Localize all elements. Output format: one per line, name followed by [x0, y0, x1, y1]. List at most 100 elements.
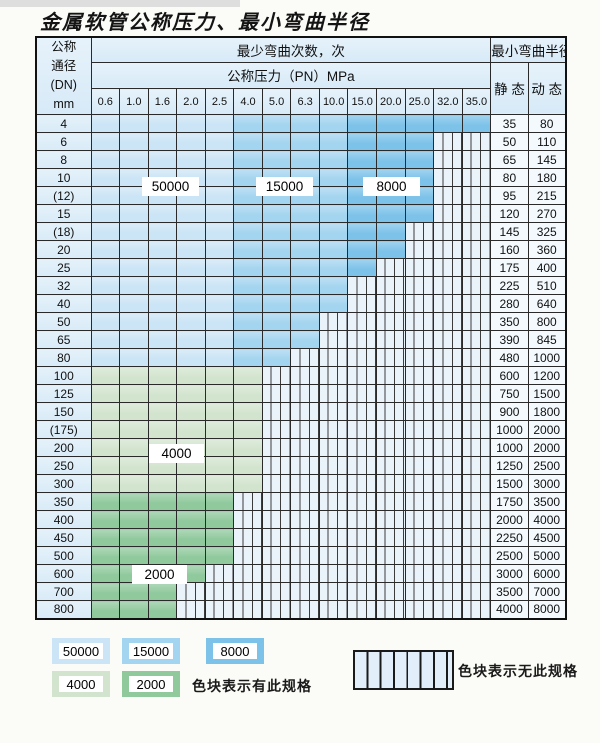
pressure-col-header: 0.6	[90, 88, 121, 115]
no-spec-cell	[347, 456, 377, 475]
no-spec-cell	[433, 582, 463, 601]
spec-available-cell	[176, 492, 206, 511]
no-spec-cell	[347, 384, 377, 403]
spec-available-cell	[147, 276, 178, 295]
spec-available-cell	[233, 384, 263, 403]
dn-cell: 10	[35, 168, 92, 187]
dn-cell: 6	[35, 132, 92, 151]
table-row: 300 1500 3000	[35, 474, 567, 493]
dynamic-radius-cell: 1800	[527, 402, 567, 421]
table-row: 32 225 510	[35, 276, 567, 295]
spec-available-cell	[204, 204, 235, 223]
static-radius-cell: 2000	[490, 510, 529, 529]
dynamic-radius-cell: 5000	[527, 546, 567, 565]
spec-available-cell	[318, 132, 349, 151]
no-spec-cell	[375, 294, 406, 313]
spec-available-cell	[261, 348, 292, 367]
spec-available-cell	[119, 492, 149, 511]
no-spec-cell	[318, 312, 349, 331]
spec-available-cell	[147, 366, 178, 385]
no-spec-cell	[433, 528, 463, 547]
no-spec-cell	[433, 474, 463, 493]
no-spec-cell	[433, 204, 463, 223]
spec-available-cell	[147, 258, 178, 277]
no-spec-cell	[176, 582, 206, 601]
no-spec-cell	[375, 474, 406, 493]
spec-available-cell	[404, 150, 435, 169]
spec-available-cell	[204, 438, 235, 457]
no-spec-cell	[233, 510, 263, 529]
no-spec-cell	[290, 474, 320, 493]
pressure-col-header: 2.0	[176, 88, 206, 115]
static-radius-cell: 50	[490, 132, 529, 151]
header-dn-line: 通径	[51, 59, 77, 73]
spec-available-cell	[119, 438, 149, 457]
pressure-col-header: 20.0	[375, 88, 406, 115]
no-spec-cell	[404, 474, 435, 493]
spec-available-cell	[318, 276, 349, 295]
no-spec-cell	[433, 348, 463, 367]
spec-available-cell	[119, 168, 149, 187]
no-spec-cell	[318, 420, 349, 439]
static-radius-cell: 2500	[490, 546, 529, 565]
spec-available-cell	[147, 348, 178, 367]
spec-available-cell	[119, 330, 149, 349]
table-row: 500 2500 5000	[35, 546, 567, 565]
dn-cell: 600	[35, 564, 92, 583]
no-spec-cell	[318, 438, 349, 457]
spec-available-cell	[261, 204, 292, 223]
header-dn: 公称 通径 (DN) mm	[35, 36, 92, 115]
spec-available-cell	[233, 474, 263, 493]
header-bend-cycles: 最少弯曲次数，次	[90, 36, 492, 63]
dynamic-radius-cell: 3500	[527, 492, 567, 511]
spec-available-cell	[261, 114, 292, 133]
spec-available-cell	[147, 240, 178, 259]
no-spec-cell	[433, 564, 463, 583]
legend-has-spec-text: 色块表示有此规格	[192, 678, 312, 694]
no-spec-cell	[347, 312, 377, 331]
no-spec-cell	[375, 348, 406, 367]
no-spec-cell	[261, 492, 292, 511]
static-radius-cell: 350	[490, 312, 529, 331]
static-radius-cell: 900	[490, 402, 529, 421]
spec-available-cell	[261, 240, 292, 259]
spec-available-cell	[119, 204, 149, 223]
pressure-col-header: 35.0	[461, 88, 492, 115]
spec-available-cell	[119, 366, 149, 385]
spec-available-cell	[233, 114, 263, 133]
spec-available-cell	[119, 528, 149, 547]
spec-available-cell	[119, 258, 149, 277]
spec-available-cell	[119, 114, 149, 133]
spec-available-cell	[318, 258, 349, 277]
dn-cell: 800	[35, 600, 92, 619]
no-spec-cell	[461, 546, 492, 565]
spec-available-cell	[119, 294, 149, 313]
pressure-col-header: 1.6	[147, 88, 178, 115]
no-spec-cell	[433, 510, 463, 529]
legend-swatch-label: 4000	[59, 676, 103, 692]
spec-available-cell	[147, 546, 178, 565]
no-spec-cell	[433, 132, 463, 151]
table-row: 450 2250 4500	[35, 528, 567, 547]
no-spec-cell	[290, 366, 320, 385]
no-spec-cell	[347, 330, 377, 349]
spec-available-cell	[204, 132, 235, 151]
spec-available-cell	[204, 276, 235, 295]
spec-available-cell	[176, 222, 206, 241]
spec-available-cell	[347, 240, 377, 259]
spec-available-cell	[90, 132, 121, 151]
no-spec-cell	[433, 402, 463, 421]
dynamic-radius-cell: 400	[527, 258, 567, 277]
header-static: 静 态	[490, 61, 529, 115]
no-spec-cell	[433, 384, 463, 403]
no-spec-cell	[375, 330, 406, 349]
table-row: 15 120 270	[35, 204, 567, 223]
no-spec-cell	[433, 546, 463, 565]
no-spec-cell	[290, 600, 320, 619]
spec-available-cell	[176, 546, 206, 565]
table-row: 6 50 110	[35, 132, 567, 151]
dn-cell: (18)	[35, 222, 92, 241]
spec-available-cell	[119, 348, 149, 367]
dn-cell: 50	[35, 312, 92, 331]
no-spec-cell	[433, 276, 463, 295]
